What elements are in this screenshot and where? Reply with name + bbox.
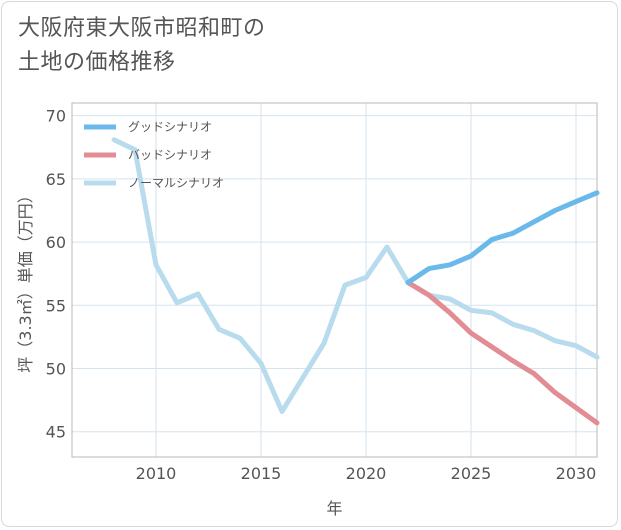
y-tick-label: 60 (46, 233, 66, 252)
legend-label: ノーマルシナリオ (128, 176, 224, 190)
x-tick-label: 2020 (346, 464, 387, 483)
y-tick-label: 70 (46, 107, 66, 126)
y-axis-label: 坪（3.3㎡）単価（万円） (16, 187, 35, 372)
series-line-2 (405, 280, 600, 426)
y-tick-label: 50 (46, 360, 66, 379)
x-tick-label: 2010 (136, 464, 177, 483)
x-tick-label: 2015 (241, 464, 282, 483)
series-line-3 (111, 137, 600, 414)
legend-label: バッドシナリオ (128, 148, 212, 162)
chart-title: 大阪府東大阪市昭和町の 土地の価格推移 (18, 16, 266, 75)
y-tick-labels: 45 50 55 60 65 70 (46, 107, 66, 442)
x-axis-label: 年 (326, 499, 342, 518)
y-tick-label: 65 (46, 170, 66, 189)
legend-label: グッドシナリオ (128, 120, 212, 134)
y-tick-label: 45 (46, 423, 66, 442)
x-tick-labels: 2010 2015 2020 2025 2030 (136, 464, 597, 483)
y-tick-label: 55 (46, 296, 66, 315)
series-line-1 (405, 190, 600, 285)
x-tick-label: 2025 (451, 464, 492, 483)
plot-area (71, 102, 598, 458)
x-tick-label: 2030 (556, 464, 597, 483)
series-lines (111, 137, 600, 426)
